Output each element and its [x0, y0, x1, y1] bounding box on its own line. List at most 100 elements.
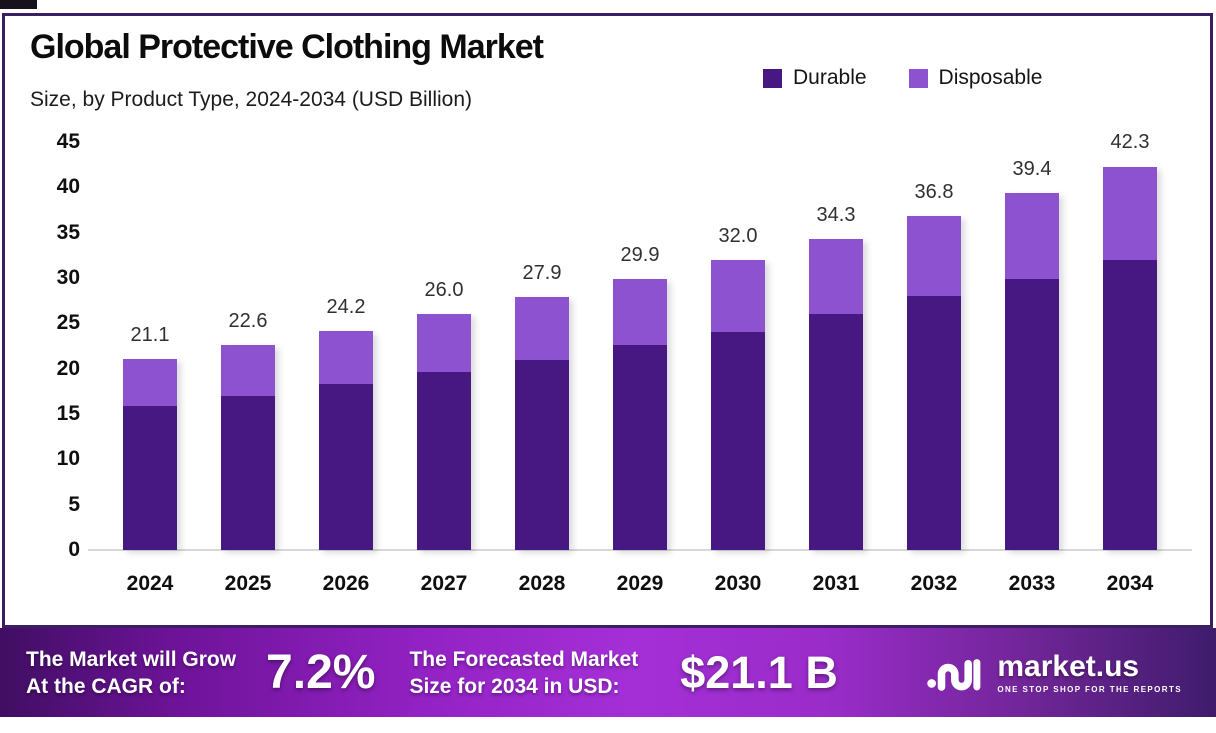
brand-text: market.us ONE STOP SHOP FOR THE REPORTS — [997, 649, 1182, 694]
forecast-label-line1: The Forecasted Market — [409, 647, 639, 671]
y-tick-label: 35 — [56, 220, 80, 244]
bar-stack — [809, 239, 863, 550]
bar-stack — [1103, 166, 1157, 550]
bar-segment-durable — [123, 405, 177, 550]
y-tick-label: 0 — [68, 538, 80, 561]
forecast-value: $21.1 B — [680, 646, 838, 698]
x-tick-label: 2027 — [420, 572, 468, 595]
bar-segment-disposable — [613, 278, 667, 346]
brand-logo: market.us ONE STOP SHOP FOR THE REPORTS — [927, 647, 1190, 699]
bar-group: 29.9 2029 — [613, 142, 667, 595]
bar-group: 32.0 2030 — [711, 142, 765, 595]
corner-artifact — [0, 0, 37, 9]
bar-segment-durable — [417, 372, 471, 550]
bar-segment-disposable — [319, 330, 373, 385]
bar-segment-durable — [613, 345, 667, 550]
plot-area: 21.1 2024 22.6 2025 24.2 2026 26.0 2027 27.9 2028… — [95, 131, 1185, 595]
legend: Durable Disposable — [763, 66, 1042, 90]
bar-segment-disposable — [809, 239, 863, 315]
bar-total-label: 22.6 — [228, 310, 268, 333]
bar-group: 34.3 2031 — [809, 142, 863, 595]
bar-stack — [515, 297, 569, 550]
brand-tagline: ONE STOP SHOP FOR THE REPORTS — [997, 684, 1182, 694]
cagr-value: 7.2% — [266, 646, 376, 699]
x-tick-label: 2034 — [1106, 572, 1154, 595]
cagr-label: The Market will Grow At the CAGR of: — [26, 646, 236, 700]
bar-total-label: 39.4 — [1012, 157, 1052, 180]
bar-stack — [221, 345, 275, 550]
bar-segment-disposable — [123, 358, 177, 406]
bar-stack — [417, 314, 471, 550]
bar-total-label: 34.3 — [816, 204, 856, 227]
bar-group: 42.3 2034 — [1103, 131, 1157, 595]
bar-group: 39.4 2033 — [1005, 142, 1059, 595]
page-title: Global Protective Clothing Market — [30, 28, 544, 66]
bar-segment-durable — [809, 314, 863, 550]
bar-total-label: 29.9 — [620, 243, 660, 266]
y-tick-label: 5 — [68, 492, 80, 516]
bar-total-label: 27.9 — [522, 262, 562, 285]
bar-stack — [123, 358, 177, 550]
x-tick-label: 2028 — [518, 572, 566, 595]
forecast-label: The Forecasted Market Size for 2034 in U… — [409, 646, 638, 700]
chart-subtitle: Size, by Product Type, 2024-2034 (USD Bi… — [30, 88, 473, 111]
bar-segment-disposable — [221, 345, 275, 396]
bar-segment-durable — [907, 296, 961, 550]
y-tick-label: 15 — [56, 401, 80, 425]
y-tick-label: 30 — [56, 265, 80, 289]
x-tick-label: 2031 — [812, 572, 860, 595]
x-tick-label: 2033 — [1008, 572, 1056, 595]
bar-total-label: 36.8 — [914, 181, 954, 204]
legend-label-durable: Durable — [793, 66, 867, 89]
x-tick-label: 2025 — [224, 572, 272, 595]
bar-segment-durable — [515, 359, 569, 550]
bar-group: 27.9 2028 — [515, 142, 569, 595]
bar-segment-disposable — [907, 216, 961, 297]
bar-segment-disposable — [515, 297, 569, 360]
cagr-label-line2: At the CAGR of: — [26, 674, 186, 698]
bar-total-label: 32.0 — [718, 224, 758, 247]
forecast-label-line2: Size for 2034 in USD: — [409, 674, 620, 698]
brand-name: market.us — [997, 649, 1140, 683]
x-tick-label: 2030 — [714, 572, 762, 595]
bar-group: 22.6 2025 — [221, 142, 275, 595]
cagr-label-line1: The Market will Grow — [26, 647, 237, 671]
bar-group: 24.2 2026 — [319, 142, 373, 595]
bar-total-label: 24.2 — [326, 295, 366, 318]
bar-stack — [907, 216, 961, 550]
legend-label-disposable: Disposable — [938, 66, 1043, 89]
bar-group: 36.8 2032 — [907, 142, 961, 595]
bar-total-label: 42.3 — [1110, 131, 1150, 154]
x-axis-line — [88, 549, 1192, 551]
x-tick-label: 2029 — [616, 572, 664, 595]
bar-segment-disposable — [417, 314, 471, 373]
bar-segment-durable — [319, 384, 373, 550]
durable-swatch-icon — [763, 68, 782, 88]
market-us-logo-icon — [927, 658, 981, 691]
disposable-swatch-icon — [908, 68, 928, 88]
x-tick-label: 2032 — [910, 572, 958, 595]
legend-item-disposable: Disposable — [908, 66, 1043, 90]
bar-segment-disposable — [1103, 166, 1157, 260]
bar-segment-durable — [221, 395, 275, 550]
x-tick-label: 2026 — [322, 572, 370, 595]
x-tick-label: 2024 — [126, 572, 174, 595]
legend-item-durable: Durable — [763, 66, 867, 90]
bar-stack — [613, 278, 667, 550]
bar-segment-durable — [1103, 259, 1157, 550]
y-axis: 45 40 35 30 25 20 15 10 5 0 — [24, 130, 80, 561]
y-tick-label: 25 — [56, 311, 80, 335]
bar-stack — [319, 330, 373, 550]
bar-group: 21.1 2024 — [123, 142, 177, 595]
bar-segment-durable — [1005, 278, 1059, 550]
bar-segment-durable — [711, 331, 765, 550]
footer-banner: The Market will Grow At the CAGR of: 7.2… — [0, 628, 1216, 717]
bar-segment-disposable — [1005, 192, 1059, 279]
bar-stack — [1005, 192, 1059, 550]
y-tick-label: 40 — [56, 175, 80, 199]
y-tick-label: 20 — [56, 356, 80, 380]
bar-total-label: 21.1 — [130, 323, 170, 346]
y-tick-label: 45 — [56, 130, 80, 153]
bar-group: 26.0 2027 — [417, 142, 471, 595]
